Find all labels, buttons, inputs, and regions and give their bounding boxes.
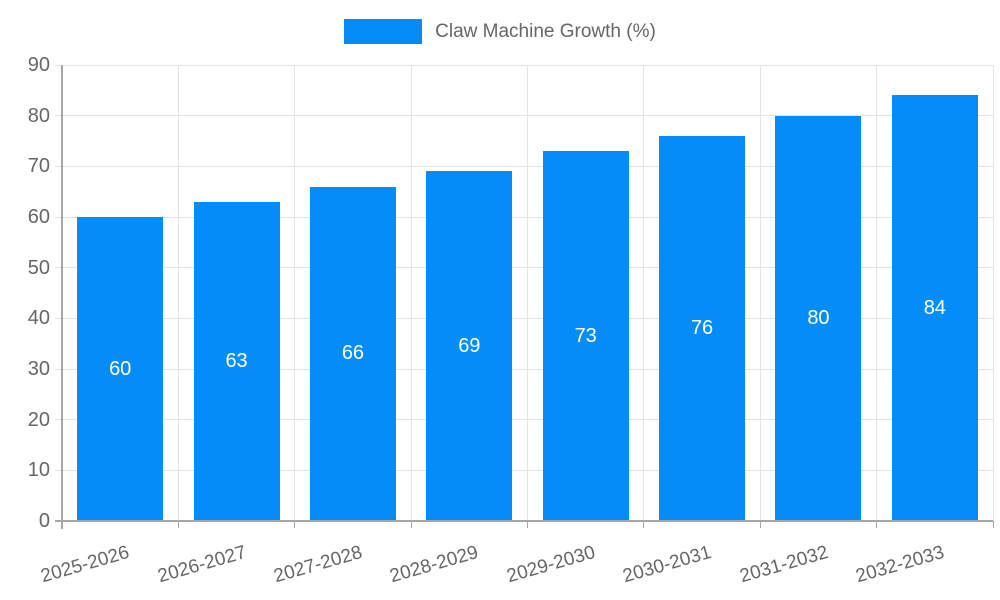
bar-value-label: 84 bbox=[923, 296, 946, 319]
x-tick-mark bbox=[992, 521, 994, 528]
x-axis-line bbox=[55, 520, 993, 522]
gridline-v bbox=[177, 65, 179, 521]
gridline-h bbox=[55, 368, 993, 370]
x-tick-mark bbox=[643, 521, 645, 528]
legend-swatch bbox=[344, 19, 423, 44]
gridline-v bbox=[992, 65, 994, 521]
gridline-v bbox=[876, 65, 878, 521]
y-tick-label: 70 bbox=[27, 155, 50, 178]
x-tick-mark bbox=[294, 521, 296, 528]
x-tick-label: 2029-2030 bbox=[504, 542, 598, 588]
bar: 60 bbox=[77, 217, 164, 521]
x-tick-label: 2026-2027 bbox=[155, 542, 249, 588]
bar: 66 bbox=[309, 186, 396, 521]
x-tick-label: 2025-2026 bbox=[38, 542, 132, 588]
gridline-h bbox=[55, 216, 993, 218]
gridline-v bbox=[410, 65, 412, 521]
plot-area: 0 10 20 30 40 50 60 70 80 90 60 2025-2026 63 2026-202… bbox=[28, 54, 994, 587]
gridline-v bbox=[643, 65, 645, 521]
legend-label: Claw Machine Growth (%) bbox=[435, 20, 656, 42]
gridline-h bbox=[55, 469, 993, 471]
x-tick-mark bbox=[876, 521, 878, 528]
y-tick-label: 90 bbox=[27, 54, 50, 76]
bar-value-label: 76 bbox=[690, 316, 714, 339]
bar-value-label: 66 bbox=[341, 342, 365, 365]
y-tick-label: 40 bbox=[27, 307, 50, 330]
bar: 80 bbox=[775, 115, 862, 521]
bar: 73 bbox=[542, 151, 629, 521]
x-tick-label: 2027-2028 bbox=[271, 542, 365, 588]
bar: 84 bbox=[891, 95, 978, 521]
y-tick-label: 0 bbox=[38, 510, 50, 532]
bar-value-label: 63 bbox=[225, 349, 248, 372]
bar: 76 bbox=[659, 135, 746, 521]
x-tick-mark bbox=[177, 521, 179, 528]
bar-value-label: 73 bbox=[574, 324, 597, 347]
y-tick-label: 80 bbox=[27, 104, 50, 127]
gridline-v bbox=[759, 65, 761, 521]
bar: 69 bbox=[426, 171, 513, 521]
x-tick-mark bbox=[527, 521, 528, 528]
gridline-h bbox=[55, 317, 993, 319]
gridline-h bbox=[55, 165, 993, 167]
y-tick-label: 20 bbox=[27, 408, 50, 431]
y-tick-label: 50 bbox=[27, 256, 50, 279]
x-tick-mark bbox=[759, 521, 761, 528]
y-tick-label: 30 bbox=[27, 358, 50, 380]
bar: 63 bbox=[193, 201, 280, 521]
gridline-h bbox=[55, 267, 993, 269]
gridline-v bbox=[294, 65, 296, 521]
bar-value-label: 80 bbox=[807, 306, 830, 329]
legend[interactable]: Claw Machine Growth (%) bbox=[0, 19, 1000, 44]
x-tick-label: 2028-2029 bbox=[387, 542, 482, 588]
x-tick-label: 2030-2031 bbox=[620, 542, 714, 588]
bar-value-label: 69 bbox=[458, 334, 481, 357]
x-tick-mark bbox=[410, 521, 412, 528]
gridline-v bbox=[527, 65, 528, 521]
y-tick-label: 10 bbox=[27, 459, 50, 482]
x-tick-label: 2031-2032 bbox=[737, 542, 831, 588]
gridline-h bbox=[55, 64, 993, 66]
gridline-h bbox=[55, 115, 993, 117]
x-tick-label: 2032-2033 bbox=[853, 542, 947, 588]
y-axis-line bbox=[61, 65, 63, 529]
y-tick-label: 60 bbox=[27, 206, 50, 228]
bar-value-label: 60 bbox=[109, 357, 132, 380]
gridline-h bbox=[55, 419, 993, 421]
